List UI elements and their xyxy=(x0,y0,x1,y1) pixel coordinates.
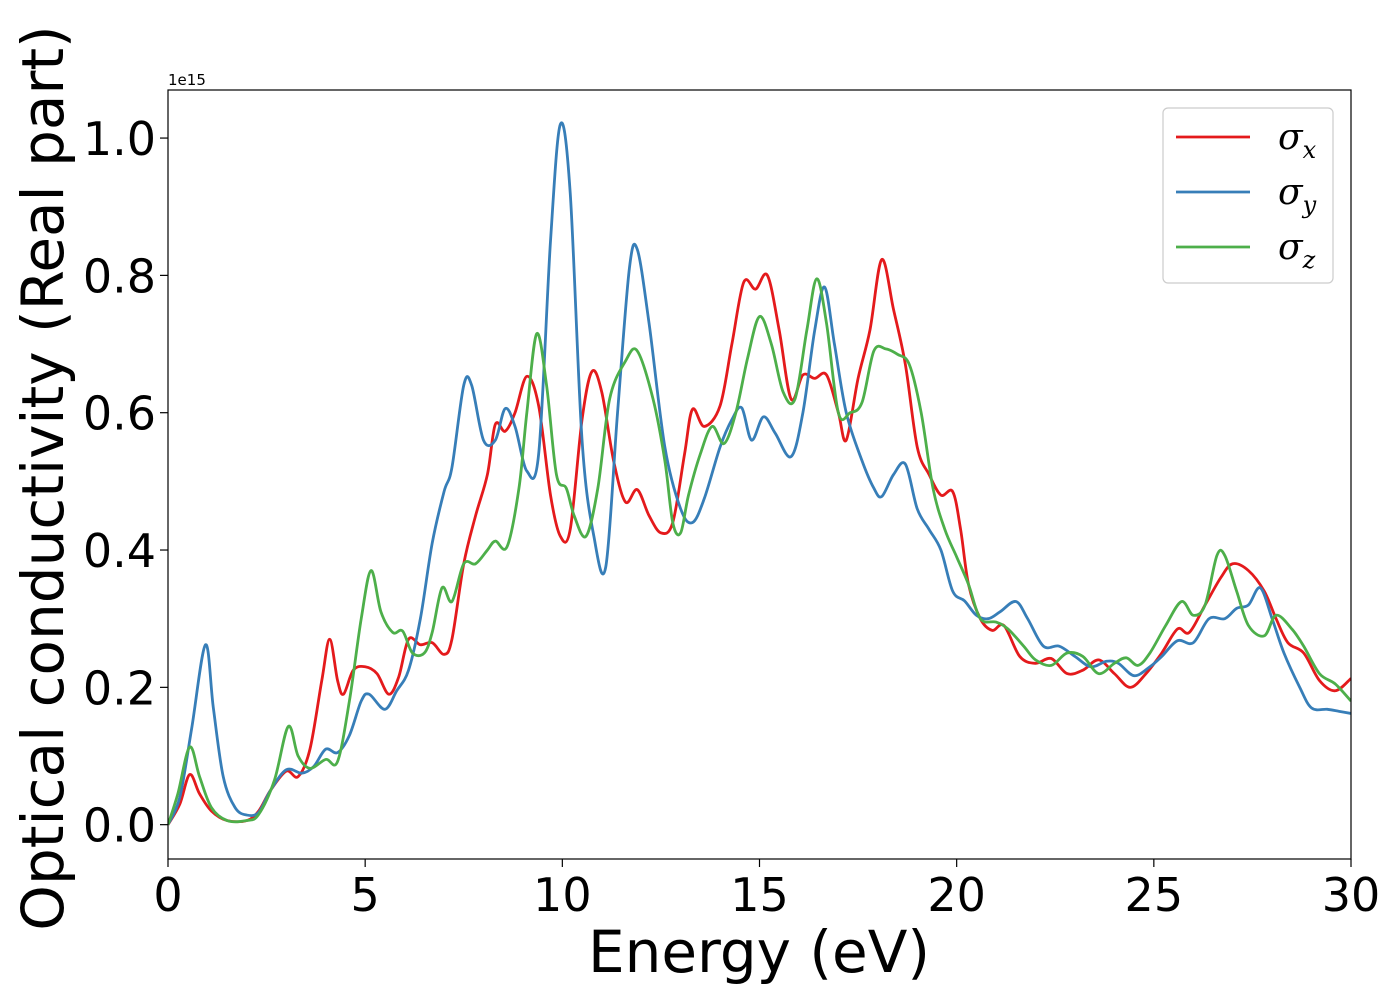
y-offset-label: 1e15 xyxy=(168,71,206,89)
legend-label: σy xyxy=(1278,172,1317,219)
x-tick-label: 15 xyxy=(730,868,789,922)
y-axis: 0.0 0.2 0.4 0.6 0.8 1.0 xyxy=(83,112,168,853)
series-line-x xyxy=(168,258,1351,826)
x-tick-label: 30 xyxy=(1322,868,1381,922)
legend-label: σx xyxy=(1278,117,1317,164)
y-tick-label: 1.0 xyxy=(83,112,156,166)
y-axis-title: Optical conductivity (Real part) xyxy=(9,25,77,930)
y-tick-label: 0.4 xyxy=(83,524,156,578)
legend-items: σx σy σz xyxy=(1176,117,1317,274)
legend-item-x: σx xyxy=(1176,117,1317,164)
x-tick-label: 5 xyxy=(351,868,380,922)
legend-item-z: σz xyxy=(1176,227,1316,274)
y-tick-label: 0.6 xyxy=(83,387,156,441)
legend-label: σz xyxy=(1278,227,1316,274)
y-tick-label: 0.0 xyxy=(83,799,156,853)
legend: σx σy σz xyxy=(1162,107,1334,284)
series-line-y xyxy=(168,121,1351,826)
x-axis: 0 5 10 15 20 25 30 xyxy=(153,859,1380,922)
x-tick-label: 10 xyxy=(533,868,592,922)
legend-box xyxy=(1162,107,1334,284)
y-tick-label: 0.8 xyxy=(83,249,156,303)
x-tick-label: 20 xyxy=(927,868,986,922)
series-layer xyxy=(168,121,1351,826)
y-tick-label: 0.2 xyxy=(83,661,156,715)
series-line-z xyxy=(168,277,1351,826)
x-tick-label: 0 xyxy=(153,868,182,922)
legend-item-y: σy xyxy=(1176,172,1317,219)
x-axis-title: Energy (eV) xyxy=(588,918,930,986)
x-tick-label: 25 xyxy=(1125,868,1184,922)
